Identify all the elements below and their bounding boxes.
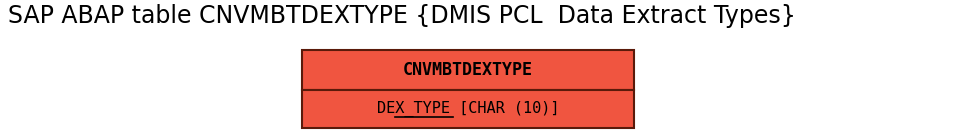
Text: SAP ABAP table CNVMBTDEXTYPE {DMIS PCL  Data Extract Types}: SAP ABAP table CNVMBTDEXTYPE {DMIS PCL D… xyxy=(8,4,796,28)
Text: CNVMBTDEXTYPE: CNVMBTDEXTYPE xyxy=(403,61,533,79)
Bar xyxy=(302,50,634,90)
Text: DEX_TYPE [CHAR (10)]: DEX_TYPE [CHAR (10)] xyxy=(376,101,560,117)
Bar xyxy=(302,90,634,128)
